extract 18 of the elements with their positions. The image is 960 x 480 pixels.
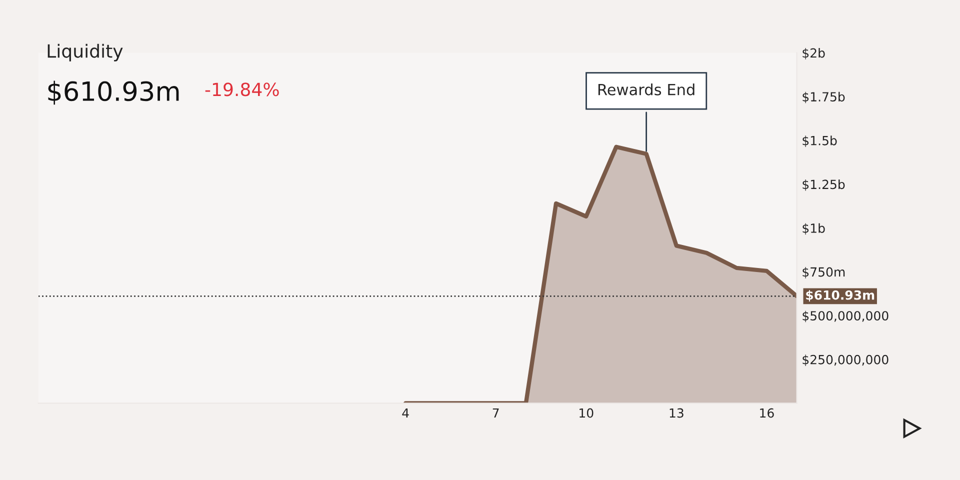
text: $610.93m: [48, 80, 179, 105]
y-tick-label: $750m: [802, 267, 845, 278]
x-tick-label: 16: [760, 408, 774, 418]
y-tick-label: $1b: [802, 223, 825, 235]
chart-title: Liquidity: [48, 44, 123, 62]
y-tick-label: $1.25b: [802, 179, 845, 191]
x-tick-label: 10: [580, 408, 594, 418]
y-tick-label: $500,000,000: [802, 310, 888, 322]
x-tick-label: 7: [492, 408, 499, 418]
y-tick-label: $1.5b: [802, 136, 837, 147]
y-tick-label: $250,000,000: [802, 354, 888, 366]
y-tick-label: $1.75b: [802, 92, 845, 104]
x-tick-label: 4: [402, 408, 409, 418]
x-tick-label: 13: [670, 408, 684, 418]
ref-line-label: $610.93m: [806, 290, 874, 302]
y-tick-label: $2b: [802, 48, 825, 60]
annotation: -19.84%: [205, 82, 279, 96]
annotation: Rewards End: [598, 84, 694, 96]
